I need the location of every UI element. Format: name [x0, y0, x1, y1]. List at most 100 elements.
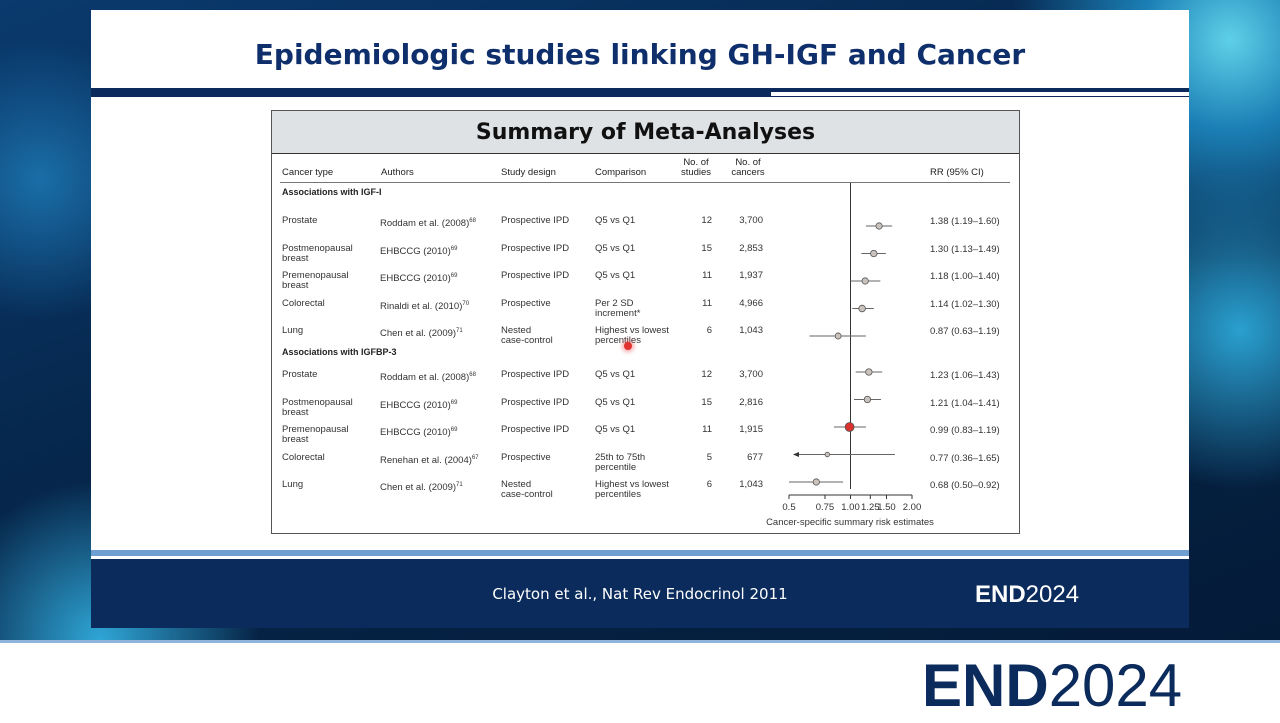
study-design-line2: case-control: [501, 335, 553, 346]
comparison: Q5 vs Q1: [595, 215, 636, 226]
study-design: Prospective: [501, 297, 551, 309]
reference-number: 69: [450, 427, 458, 433]
no-cancers: 677: [747, 451, 763, 463]
header-no-studies-1: No. of: [683, 157, 709, 168]
comparison: Q5 vs Q1: [595, 424, 636, 435]
cancer-type: Lung: [282, 325, 304, 336]
title-rule: [91, 88, 1189, 97]
author: Rinaldi et al. (2010)70: [380, 299, 469, 312]
comparison: Per 2 SD: [595, 297, 634, 309]
title-rule-accent: [771, 92, 1189, 96]
comparison-line2: increment*: [595, 307, 641, 319]
x-tick-label: 0.75: [816, 502, 835, 513]
study-design: Nested: [501, 479, 532, 490]
x-axis-label: Cancer-specific summary risk estimates: [766, 517, 934, 528]
comparison: 25th to 75th: [595, 451, 646, 463]
point-estimate: [863, 395, 872, 404]
author: Roddam et al. (2008)68: [380, 370, 476, 383]
cancer-type-line2: breast: [282, 406, 309, 418]
reference-number: 70: [462, 300, 470, 307]
no-cancers: 1,915: [739, 424, 763, 435]
cancer-type: Premenopausal: [282, 424, 349, 435]
reference-number: 69: [450, 273, 458, 279]
study-design: Prospective IPD: [501, 396, 570, 408]
author-name: Renehan et al. (2004): [380, 454, 472, 466]
header-no-cancers-1: No. of: [735, 157, 761, 168]
forest-plot: 0.5 0.75 1.00 1.251.50 2.00 Cancer-specific s…: [766, 183, 934, 528]
no-studies: 12: [701, 215, 712, 226]
study-design: Prospective IPD: [501, 242, 570, 254]
reference-number: 69: [450, 245, 458, 252]
endo-logo: END2024: [922, 651, 1182, 721]
author-name: Rinaldi et al. (2010): [380, 300, 463, 312]
laser-pointer: [624, 342, 632, 350]
x-tick-label: 1.25: [861, 502, 880, 513]
author: Roddam et al. (2008)68: [380, 216, 476, 229]
footer-rule: [91, 550, 1189, 556]
rr-ci: 0.87 (0.63–1.19): [930, 326, 1000, 337]
author-name: EHBCCG (2010): [380, 245, 451, 257]
author-name: Roddam et al. (2008): [380, 218, 470, 230]
comparison-line2: percentiles: [595, 489, 641, 500]
header-rule: [280, 182, 1010, 183]
section-igfbp3: Associations with IGFBP-3: [282, 347, 397, 357]
cancer-type: Postmenopausal: [282, 396, 353, 408]
rr-ci: 1.23 (1.06–1.43): [930, 370, 1000, 381]
header-comparison: Comparison: [595, 167, 647, 178]
x-tick-label: 2.00: [903, 502, 922, 513]
point-estimate: [861, 277, 869, 285]
comparison: Highest vs lowest: [595, 325, 669, 336]
study-design: Nested: [501, 325, 532, 336]
no-studies: 11: [702, 424, 712, 435]
reference-number: 67: [471, 454, 479, 461]
rr-ci: 0.99 (0.83–1.19): [930, 425, 1000, 436]
author-name: EHBCCG (2010): [380, 427, 451, 439]
author-name: Chen et al. (2009): [380, 328, 457, 340]
reference-number: 69: [450, 399, 458, 406]
point-estimate: [865, 368, 873, 376]
author-name: EHBCCG (2010): [380, 273, 451, 285]
header-rr: RR (95% CI): [930, 167, 984, 178]
study-design: Prospective: [501, 451, 551, 463]
figure-body: Cancer type Authors Study design Compari…: [272, 154, 1019, 532]
no-studies: 6: [706, 479, 712, 490]
no-cancers: 2,853: [739, 242, 763, 254]
comparison-line2: percentiles: [595, 335, 641, 346]
rr-ci: 1.38 (1.19–1.60): [930, 216, 1000, 227]
comparison-line2: percentile: [595, 461, 637, 473]
slide-title: Epidemiologic studies linking GH-IGF and…: [254, 38, 1026, 71]
reference-number: 68: [469, 218, 476, 224]
cancer-type-line2: breast: [282, 434, 309, 445]
author: Chen et al. (2009)71: [380, 326, 463, 339]
rr-ci: 1.14 (1.02–1.30): [930, 298, 1000, 310]
cancer-type: Postmenopausal: [282, 242, 353, 254]
cancer-type-line2: breast: [282, 280, 309, 291]
author: Renehan et al. (2004)67: [380, 453, 479, 466]
study-design-line2: case-control: [501, 489, 553, 500]
reference-number: 71: [456, 328, 463, 334]
no-studies: 5: [706, 451, 712, 463]
author-name: EHBCCG (2010): [380, 399, 451, 411]
comparison: Q5 vs Q1: [595, 396, 636, 408]
footer-logo-part2: 2024: [1025, 581, 1080, 608]
slide-footer: Clayton et al., Nat Rev Endocrinol 2011 …: [91, 559, 1189, 628]
point-estimate: [834, 332, 842, 340]
author-name: Roddam et al. (2008): [380, 372, 470, 384]
footer-rule-gap: [91, 556, 1189, 559]
author: EHBCCG (2010)69: [380, 244, 457, 257]
no-studies: 15: [701, 242, 712, 254]
author: EHBCCG (2010)69: [380, 425, 457, 438]
rr-ci: 0.77 (0.36–1.65): [930, 452, 1000, 464]
footer-logo: END2024: [975, 581, 1079, 609]
no-cancers: 3,700: [739, 369, 763, 380]
no-cancers: 3,700: [739, 215, 763, 226]
header-no-cancers-2: cancers: [731, 167, 765, 178]
bottom-band: END2024: [0, 640, 1280, 723]
reference-number: 71: [456, 482, 463, 488]
study-design: Prospective IPD: [501, 369, 570, 380]
study-design: Prospective IPD: [501, 215, 570, 226]
point-estimate: [858, 304, 866, 313]
rr-ci: 0.68 (0.50–0.92): [930, 480, 1000, 491]
no-cancers: 4,966: [739, 297, 763, 309]
no-studies: 12: [701, 369, 712, 380]
